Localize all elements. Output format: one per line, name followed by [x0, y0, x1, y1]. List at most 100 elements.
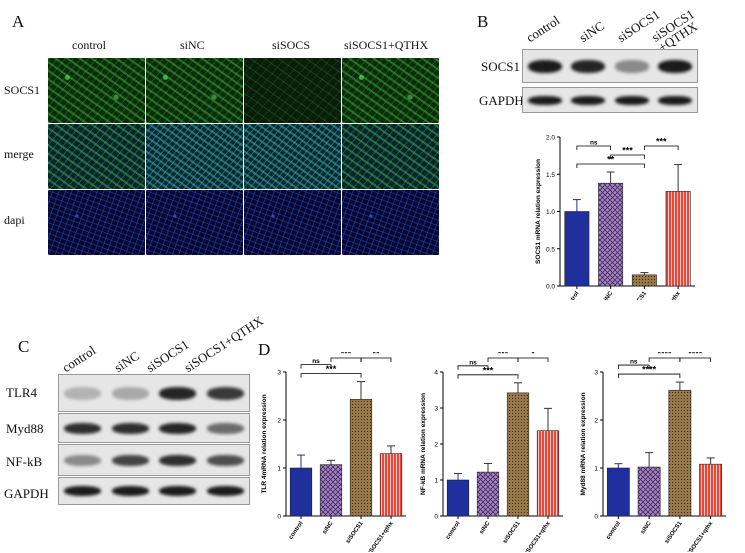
- significance-label: ns: [312, 358, 320, 365]
- y-tick-label: 0: [277, 514, 281, 521]
- significance-bracket: [300, 373, 362, 378]
- blot-band: [64, 454, 102, 466]
- blot-band: [206, 422, 244, 434]
- significance-label: ns: [630, 359, 638, 366]
- panel-c-lane-control: control: [59, 342, 99, 376]
- micrograph-socs1-control: [48, 58, 145, 123]
- panel-b-lane-sinc: siNC: [576, 18, 607, 46]
- x-tick-label: siSOCS1: [664, 520, 684, 545]
- panel-c-band-label-nfkb: NF-kB: [6, 454, 43, 469]
- panel-c-band-label-tlr4: TLR4: [6, 385, 38, 400]
- blot-band: [614, 95, 649, 105]
- panel-a-col-sinc: siNC: [180, 38, 205, 52]
- x-tick-label: siNC: [322, 520, 335, 535]
- y-axis-label: NF-kB mRNA relation expression: [420, 393, 427, 495]
- micrograph-socs1-sisocs: [244, 58, 341, 123]
- micrograph-socs1-qthx: [342, 58, 439, 123]
- significance-label: ***: [341, 352, 352, 359]
- western-blot-myd88: [58, 413, 250, 443]
- panel-c-band-label-gapdh: GAPDH: [4, 486, 49, 501]
- panel-c-lane-sisocs1: siSOCS1: [143, 336, 192, 376]
- bar: [699, 463, 722, 517]
- significance-bracket: [457, 374, 519, 379]
- significance-bracket: [487, 357, 519, 362]
- bar: [637, 466, 661, 517]
- significance-bracket: [617, 364, 650, 370]
- y-tick-label: 1.0: [546, 209, 555, 216]
- panel-b-letter: B: [477, 12, 489, 31]
- significance-bracket: [517, 357, 549, 362]
- bar: [506, 392, 530, 517]
- y-tick-label: 0: [594, 514, 598, 521]
- panel-a-col-sisocs: siSOCS: [272, 38, 311, 52]
- micrograph-dapi-qthx: [342, 190, 439, 255]
- bar: [564, 211, 590, 287]
- x-tick-label: siNC: [640, 520, 653, 535]
- y-tick-label: 1: [277, 466, 281, 473]
- panel-c-lane-sinc: siNC: [111, 348, 142, 376]
- blot-band: [206, 454, 244, 466]
- bar: [379, 453, 403, 517]
- significance-bracket: [576, 145, 612, 151]
- x-tick-label: control: [564, 290, 581, 300]
- y-tick-label: 3: [277, 370, 281, 377]
- y-tick-label: 3: [594, 370, 598, 377]
- y-tick-label: 1: [594, 466, 598, 473]
- y-axis-label: TLR 4mRNA relation expression: [261, 394, 268, 493]
- western-blot-nfkb: [58, 444, 250, 476]
- blot-band: [159, 454, 197, 466]
- micrograph-merge-sisocs: [244, 124, 341, 189]
- significance-label: ***: [622, 146, 633, 156]
- panel-d-letter: D: [258, 340, 271, 359]
- panel-a-row-dapi: dapi: [4, 213, 25, 227]
- bar: [289, 467, 313, 517]
- significance-label: ***: [483, 365, 494, 375]
- y-tick-label: 0.5: [546, 246, 555, 253]
- bar: [668, 389, 692, 517]
- blot-band: [111, 422, 149, 434]
- y-tick-label: 4: [434, 370, 438, 377]
- significance-label: ***: [326, 364, 337, 374]
- western-blot-gapdh-b: [522, 87, 698, 113]
- blot-band: [527, 59, 562, 73]
- significance-bracket: [617, 373, 681, 379]
- panel-a-col-control: control: [72, 38, 106, 52]
- y-tick-label: 2: [277, 418, 281, 425]
- significance-bracket: [330, 357, 362, 362]
- panel-a-letter: A: [12, 12, 25, 31]
- x-tick-label: siSOCS1+qthx: [653, 290, 682, 300]
- bar: [665, 191, 691, 287]
- socs1-mrna-bar-chart: 0.0 0.5 1.0 1.5 2.0 SOCS1 mRNA relation expre…: [535, 135, 695, 300]
- tlr4-mrna-bar-chart: 0 1 2 3 TLR 4mRNA relation expression control…: [261, 352, 406, 552]
- blot-band: [658, 95, 693, 105]
- y-tick-label: 2: [434, 442, 438, 449]
- blot-band: [159, 386, 197, 400]
- blot-band: [571, 95, 606, 105]
- significance-label: **: [607, 155, 615, 165]
- significance-bracket: [679, 357, 712, 362]
- blot-band: [64, 386, 102, 400]
- significance-bracket: [360, 357, 392, 362]
- y-tick-label: 3: [434, 406, 438, 413]
- significance-label: ns: [469, 359, 477, 366]
- blot-band: [111, 454, 149, 466]
- micrograph-dapi-sisocs: [244, 190, 341, 255]
- panel-a-col-sisocs1-qthx: siSOCS1+QTHX: [344, 38, 429, 52]
- myd88-mrna-bar-chart: 0 1 2 3 Myd88 mRNA relation expression contro…: [580, 352, 726, 552]
- y-tick-label: 2.0: [546, 135, 555, 142]
- significance-label: ***: [498, 352, 509, 359]
- micrograph-merge-control: [48, 124, 145, 189]
- significance-label: ****: [688, 352, 703, 359]
- blot-band: [614, 59, 649, 73]
- y-tick-label: 0: [434, 514, 438, 521]
- blot-band: [64, 422, 102, 434]
- y-axis-label: Myd88 mRNA relation expression: [580, 392, 587, 495]
- significance-label: ****: [657, 352, 672, 359]
- significance-bracket: [457, 365, 489, 370]
- significance-bracket: [576, 163, 645, 169]
- bar: [631, 274, 657, 287]
- panel-a-row-socs1: SOCS1: [4, 83, 41, 97]
- y-tick-label: 0.0: [546, 284, 555, 291]
- x-tick-label: siSOCS1: [629, 290, 649, 300]
- bar: [536, 430, 560, 517]
